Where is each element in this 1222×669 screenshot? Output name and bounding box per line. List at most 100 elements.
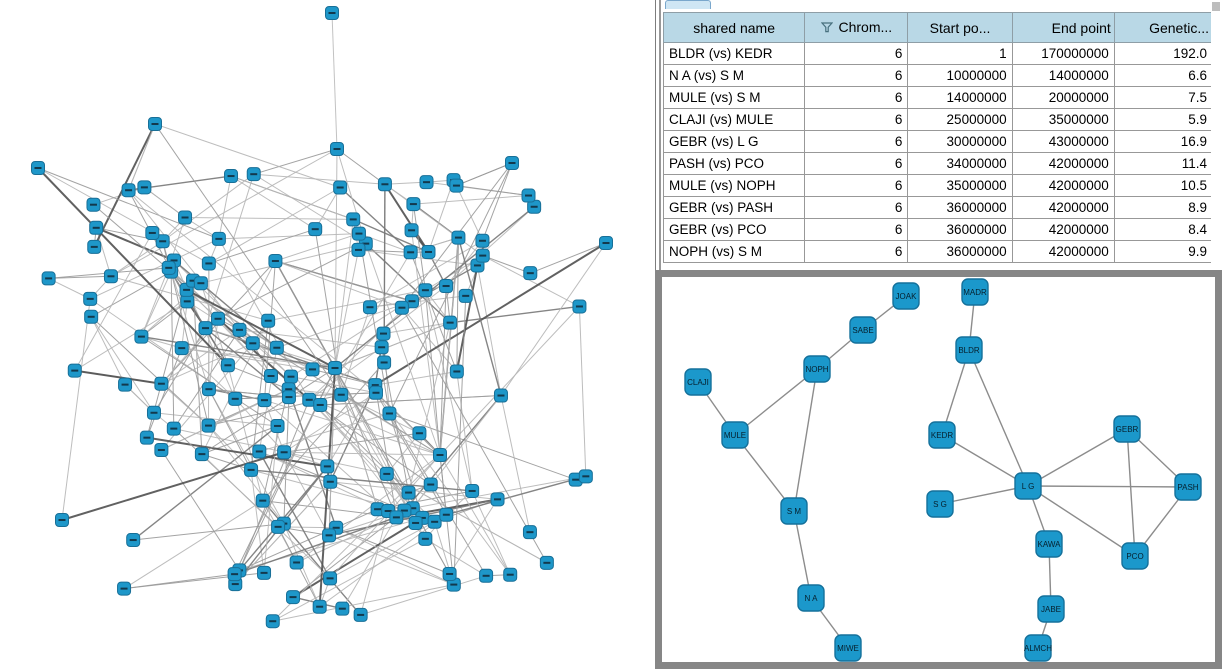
network-node[interactable] [328, 361, 342, 375]
network-node[interactable] [404, 223, 419, 238]
table-row[interactable]: NOPH (vs) S M 6 36000000 42000000 9.9 [662, 240, 1214, 263]
subnet-node-joak[interactable]: JOAK [892, 282, 920, 310]
network-node[interactable] [161, 260, 176, 275]
network-node[interactable] [335, 601, 350, 616]
network-node[interactable] [449, 364, 464, 379]
network-node[interactable] [220, 358, 235, 373]
network-node[interactable] [419, 175, 434, 190]
subnet-node-sm[interactable]: S M [780, 497, 808, 525]
network-node[interactable] [271, 519, 286, 534]
table-row[interactable]: GEBR (vs) PASH 6 36000000 42000000 8.9 [662, 196, 1214, 219]
network-node[interactable] [201, 256, 216, 271]
subnet-node-almch[interactable]: ALMCH [1024, 634, 1052, 662]
table-tab-fragment[interactable] [665, 0, 711, 9]
network-node[interactable] [194, 447, 209, 462]
network-node[interactable] [139, 430, 154, 445]
network-node[interactable] [305, 362, 320, 377]
network-node[interactable] [224, 169, 239, 184]
network-node[interactable] [578, 469, 593, 484]
network-node[interactable] [178, 210, 193, 225]
network-node[interactable] [362, 300, 377, 315]
comparison-network-view[interactable]: JOAK MADR SABE BLDR NOPH CLAJI KEDR GEBR MULE L G… [655, 270, 1222, 669]
subnet-node-lg[interactable]: L G [1014, 472, 1042, 500]
network-node[interactable] [421, 244, 436, 259]
network-node[interactable] [403, 245, 418, 260]
network-node[interactable] [427, 514, 442, 529]
network-node[interactable] [174, 341, 189, 356]
network-node[interactable] [118, 377, 133, 392]
subnet-node-pash[interactable]: PASH [1174, 473, 1202, 501]
network-node[interactable] [121, 183, 136, 198]
network-node[interactable] [211, 311, 226, 326]
network-node[interactable] [505, 156, 519, 170]
network-node[interactable] [255, 493, 270, 508]
hairball-network-canvas[interactable] [0, 0, 655, 669]
network-node[interactable] [67, 363, 82, 378]
network-node[interactable] [333, 180, 348, 195]
network-node[interactable] [522, 525, 537, 540]
network-node[interactable] [423, 477, 438, 492]
network-node[interactable] [599, 236, 613, 250]
network-node[interactable] [145, 225, 160, 240]
network-node[interactable] [408, 515, 423, 530]
network-node[interactable] [154, 442, 169, 457]
column-header-end-point[interactable]: End point [1011, 12, 1115, 43]
network-node[interactable] [323, 571, 338, 586]
network-node[interactable] [246, 167, 261, 182]
subnet-node-mule[interactable]: MULE [721, 421, 749, 449]
network-node[interactable] [227, 567, 242, 582]
network-node[interactable] [103, 269, 118, 284]
network-node[interactable] [283, 369, 298, 384]
subnet-node-miwe[interactable]: MIWE [834, 634, 862, 662]
network-node[interactable] [211, 231, 226, 246]
column-header-start-position[interactable]: Start po... [907, 12, 1013, 43]
network-node[interactable] [379, 466, 394, 481]
table-row[interactable]: MULE (vs) NOPH 6 35000000 42000000 10.5 [662, 174, 1214, 197]
table-scrollbar-thumb[interactable] [1212, 2, 1220, 11]
column-header-shared-name[interactable]: shared name [662, 12, 806, 43]
network-node[interactable] [286, 590, 301, 605]
network-node[interactable] [401, 485, 416, 500]
table-row[interactable]: BLDR (vs) KEDR 6 1 170000000 192.0 [662, 42, 1214, 65]
subnet-node-claji[interactable]: CLAJI [684, 368, 712, 396]
network-node[interactable] [263, 369, 278, 384]
network-node[interactable] [442, 566, 457, 581]
network-node[interactable] [323, 474, 338, 489]
network-node[interactable] [252, 444, 267, 459]
subnet-node-kedr[interactable]: KEDR [928, 421, 956, 449]
network-node[interactable] [479, 568, 494, 583]
network-node[interactable] [83, 291, 98, 306]
network-node[interactable] [154, 376, 169, 391]
network-node[interactable] [351, 226, 366, 241]
subnet-node-kawa[interactable]: KAWA [1035, 530, 1063, 558]
network-node[interactable] [418, 283, 433, 298]
network-node[interactable] [84, 309, 99, 324]
network-node[interactable] [376, 326, 391, 341]
network-node[interactable] [465, 483, 480, 498]
network-node[interactable] [201, 382, 216, 397]
table-row[interactable]: GEBR (vs) PCO 6 36000000 42000000 8.4 [662, 218, 1214, 241]
network-node[interactable] [521, 188, 536, 203]
network-node[interactable] [281, 390, 296, 405]
network-node[interactable] [126, 533, 141, 548]
network-node[interactable] [117, 581, 132, 596]
network-node[interactable] [346, 212, 361, 227]
table-row[interactable]: CLAJI (vs) MULE 6 25000000 35000000 5.9 [662, 108, 1214, 131]
network-node[interactable] [368, 385, 383, 400]
network-node[interactable] [245, 336, 260, 351]
network-node[interactable] [257, 565, 272, 580]
network-node[interactable] [146, 405, 161, 420]
network-node[interactable] [313, 397, 328, 412]
network-node[interactable] [193, 276, 208, 291]
network-node[interactable] [382, 406, 397, 421]
table-row[interactable]: GEBR (vs) L G 6 30000000 43000000 16.9 [662, 130, 1214, 153]
network-node[interactable] [269, 340, 284, 355]
network-node[interactable] [148, 117, 162, 131]
network-node[interactable] [374, 340, 389, 355]
network-node[interactable] [449, 178, 464, 193]
subnet-node-gebr[interactable]: GEBR [1113, 415, 1141, 443]
table-row[interactable]: MULE (vs) S M 6 14000000 20000000 7.5 [662, 86, 1214, 109]
network-node[interactable] [490, 492, 505, 507]
network-node[interactable] [41, 271, 56, 286]
network-node[interactable] [89, 220, 104, 235]
